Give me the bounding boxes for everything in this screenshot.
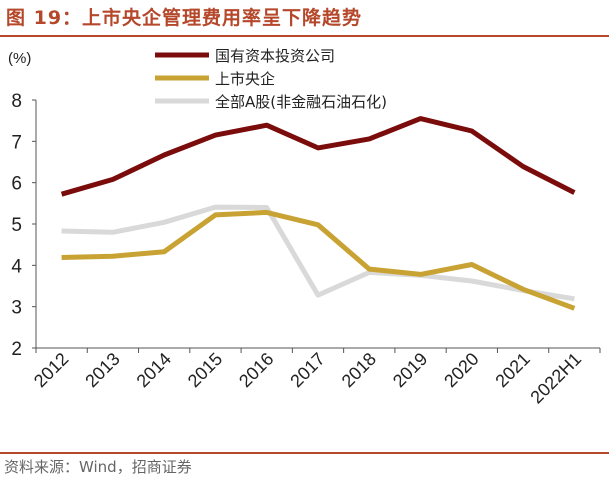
x-tick-label: 2013 xyxy=(81,349,123,391)
x-tick-label: 2015 xyxy=(184,349,226,391)
y-tick-label: 8 xyxy=(11,91,22,112)
title-rule xyxy=(0,35,609,37)
x-tick-label: 2014 xyxy=(133,349,175,391)
y-tick-label: 4 xyxy=(11,256,22,277)
y-tick-label: 7 xyxy=(11,132,22,153)
source-rule xyxy=(0,452,609,454)
series-line-0 xyxy=(60,116,576,197)
y-tick-label: 2 xyxy=(11,339,22,360)
x-tick-label: 2020 xyxy=(440,349,482,391)
x-tick-label: 2018 xyxy=(338,349,380,391)
legend-label-0: 国有资本投资公司 xyxy=(215,47,335,65)
x-tick-label: 2019 xyxy=(389,349,431,391)
x-tick-label: 2017 xyxy=(286,349,328,391)
y-tick-label: 6 xyxy=(11,174,22,195)
series-line-2 xyxy=(61,204,575,302)
y-tick-label: 3 xyxy=(11,298,22,319)
legend-label-1: 上市央企 xyxy=(215,70,275,88)
series-line-1 xyxy=(61,209,576,311)
x-tick-label: 2012 xyxy=(30,349,72,391)
legend-label-2: 全部A股(非金融石油石化) xyxy=(215,93,387,111)
series-layer xyxy=(60,116,576,311)
x-tick-label: 2022H1 xyxy=(526,349,585,408)
y-unit-label: (%) xyxy=(8,50,31,67)
figure-title: 图 19：上市央企管理费用率呈下降趋势 xyxy=(6,7,363,29)
source-note: 资料来源：Wind，招商证券 xyxy=(4,458,192,476)
y-tick-label: 5 xyxy=(11,215,22,236)
x-tick-label: 2021 xyxy=(491,349,533,391)
x-tick-label: 2016 xyxy=(235,349,277,391)
